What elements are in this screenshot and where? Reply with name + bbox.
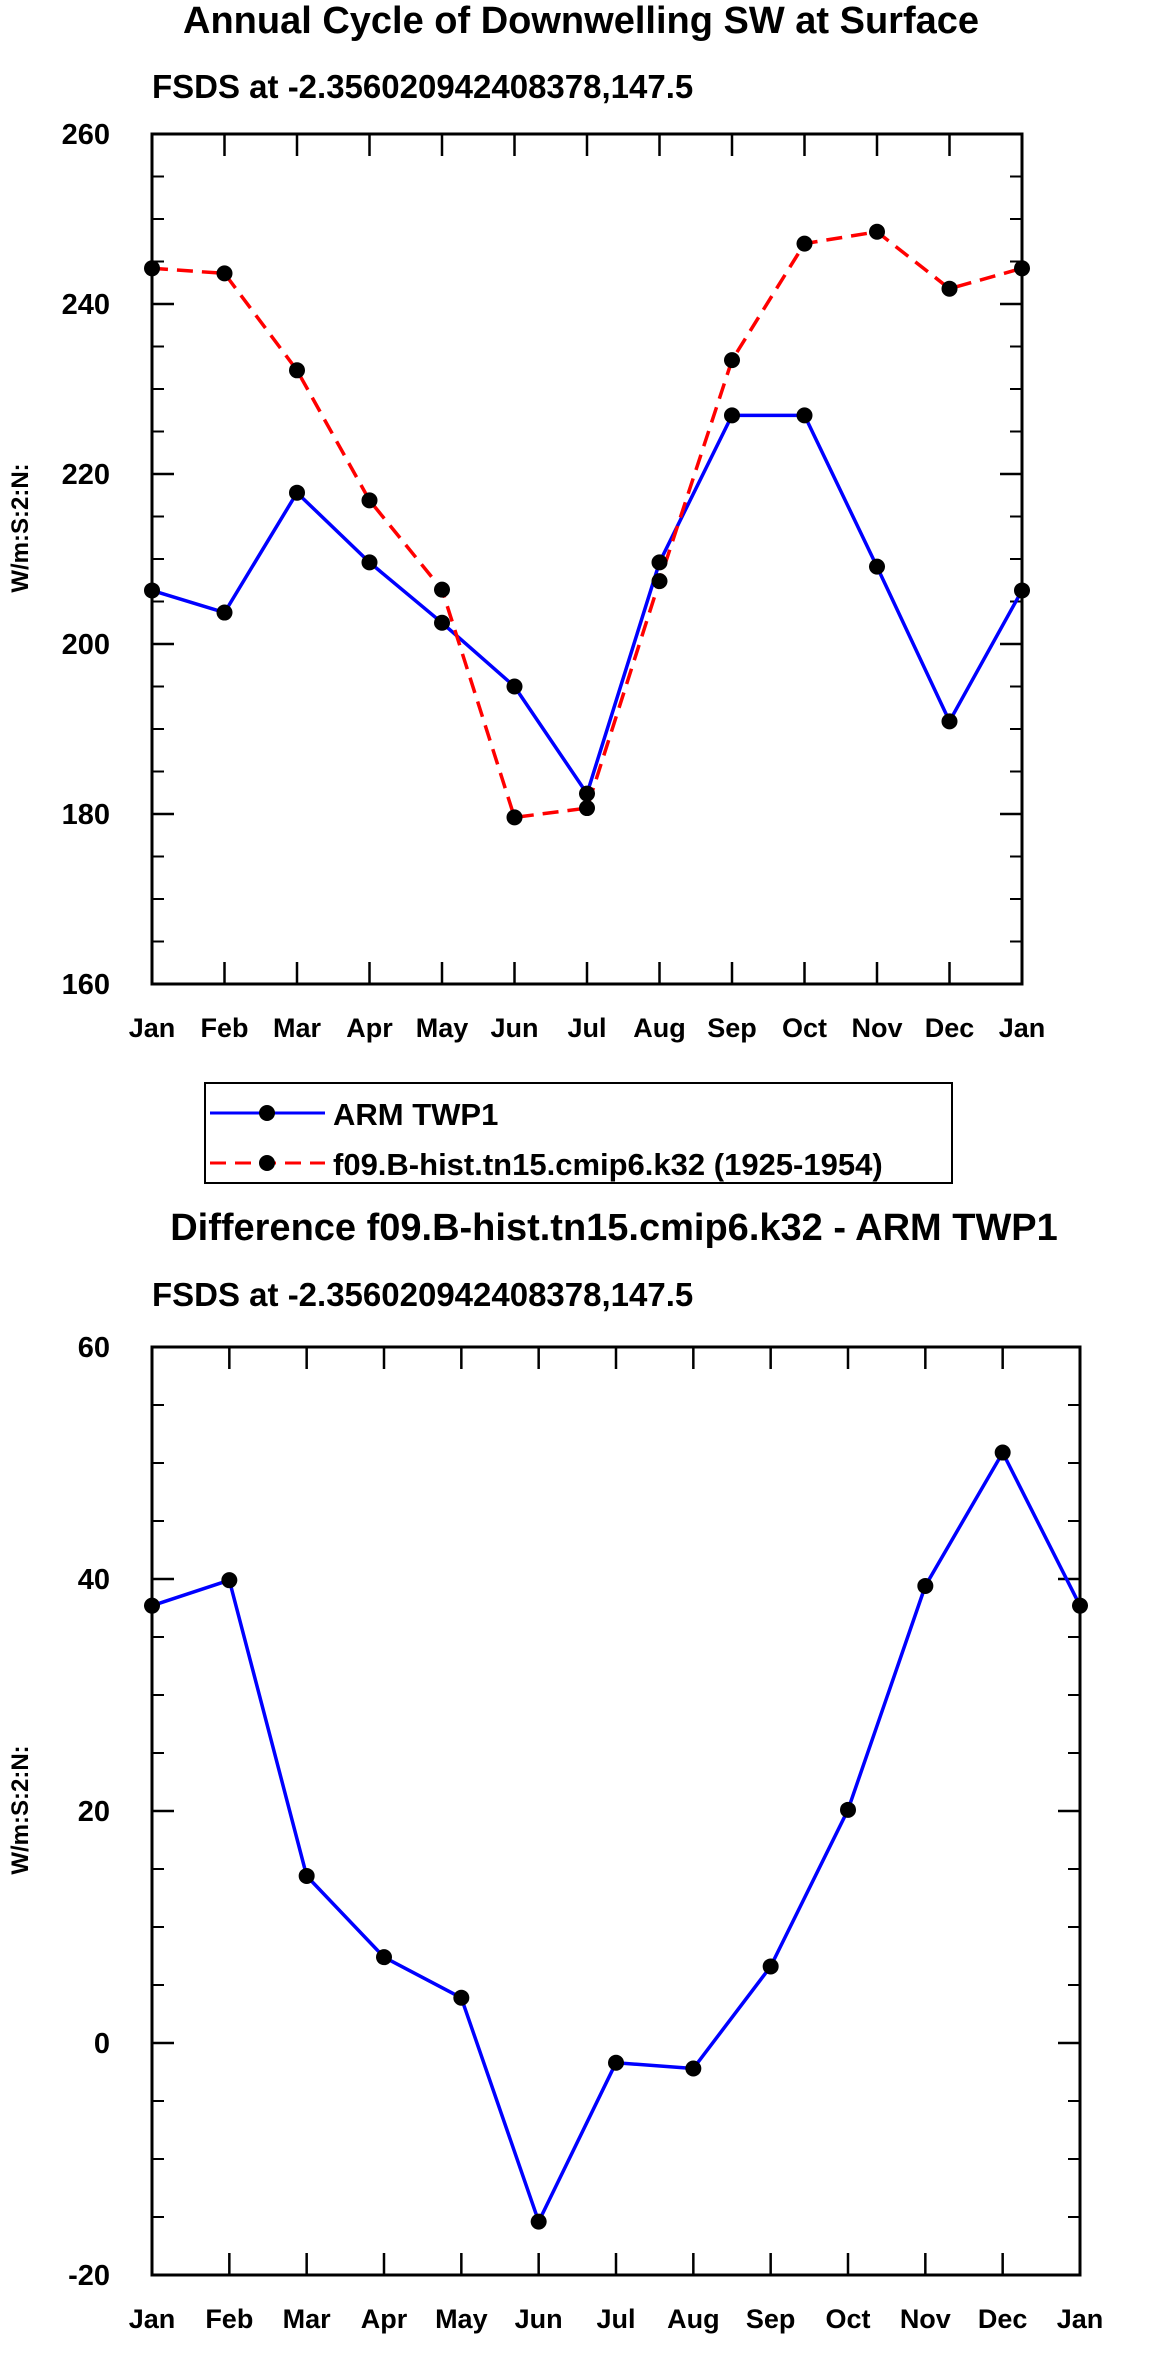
y-tick-label: 40 [78,1564,110,1596]
chart-2-ylabel: W/m:S:2:N: [7,1745,34,1874]
data-point [376,1949,392,1966]
x-tick-label: Aug [667,2304,719,2334]
data-point [917,1577,934,1594]
chart-1-x-tick-labels: Jan Feb Mar Apr May Jun Jul Aug Sep Oct Nov Dec Jan [129,1013,1046,1043]
chart-2-plot-frame [150,1345,1082,2277]
y-tick-label: 180 [62,799,110,831]
data-point [762,1958,779,1975]
y-tick-label: 160 [62,969,110,1001]
x-tick-label: Feb [200,1013,248,1043]
data-point [685,2060,702,2077]
data-point [724,407,740,424]
x-tick-label: Nov [900,2304,951,2334]
y-tick-label: 0 [94,2028,110,2060]
chart-1-ticks [150,132,1024,986]
data-point [289,362,305,379]
legend-box [204,1082,953,1184]
x-tick-label: Sep [707,1013,757,1043]
data-point [506,809,523,826]
y-tick-label: 60 [78,1332,110,1364]
data-point [941,713,958,730]
y-tick-label: 260 [62,119,110,151]
x-tick-label: Jan [129,2304,176,2334]
data-point [298,1867,315,1884]
legend: ARM TWP1 f09.B-hist.tn15.cmip6.k32 (1925… [204,1082,953,1184]
data-point [796,235,813,252]
data-point [869,558,885,575]
x-tick-label: Jul [567,1013,606,1043]
data-point [840,1801,856,1818]
data-point [651,573,668,590]
chart-1-plot-frame [150,132,1024,986]
data-point [216,604,233,621]
x-tick-label: Jan [999,1013,1046,1043]
x-tick-label: Jan [129,1013,176,1043]
chart-2-y-tick-labels: -20 0 20 40 60 [68,1332,110,2292]
legend-label-arm: ARM TWP1 [333,1097,498,1132]
data-point [941,280,958,297]
chart-2-subtitle: FSDS at -2.356020942408378,147.5 [152,1276,693,1313]
data-point [651,554,668,571]
x-tick-label: Apr [346,1013,393,1043]
chart-1-ylabel: W/m:S:2:N: [7,463,34,592]
x-tick-label: Apr [361,2304,408,2334]
data-point [579,800,595,817]
data-point [994,1444,1011,1461]
y-tick-label: 200 [62,629,110,661]
x-tick-label: May [435,2304,488,2334]
chart-1-title: Annual Cycle of Downwelling SW at Surfac… [183,0,979,42]
data-point [361,554,378,571]
data-point [434,614,450,631]
chart-2-x-tick-labels: Jan Feb Mar Apr May Jun Jul Aug Sep Oct Nov Dec Jan [129,2304,1104,2334]
x-tick-label: Oct [782,1013,827,1043]
data-point [869,223,885,240]
chart-difference: Difference f09.B-hist.tn15.cmip6.k32 - A… [7,1207,1103,2334]
x-tick-label: Oct [825,2304,870,2334]
y-tick-label: 20 [78,1796,110,1828]
series-line-arm-twp1 [151,413,1024,796]
data-point [453,1989,470,2006]
x-tick-label: May [416,1013,469,1043]
x-tick-label: Sep [746,2304,796,2334]
y-tick-label: 220 [62,459,110,491]
x-tick-label: Aug [633,1013,685,1043]
x-tick-label: Nov [851,1013,902,1043]
x-tick-label: Jul [596,2304,635,2334]
data-point [216,265,233,282]
chart-1-subtitle: FSDS at -2.356020942408378,147.5 [152,68,693,105]
data-point [506,678,523,695]
chart-1-series [144,223,1030,826]
data-point [361,492,378,509]
x-tick-label: Dec [925,1013,975,1043]
chart-1-y-tick-labels: 160 180 200 220 240 260 [62,119,110,1001]
data-point [608,2054,624,2071]
x-tick-label: Dec [978,2304,1028,2334]
y-tick-label: 240 [62,289,110,321]
series-line-f09-b-hist-tn15-cmip6-k32-1925-1954- [151,230,1023,820]
x-tick-label: Jun [515,2304,563,2334]
legend-marker-arm [259,1105,275,1121]
chart-annual-cycle: Annual Cycle of Downwelling SW at Surfac… [7,0,1045,1043]
x-tick-label: Jan [1057,2304,1104,2334]
x-tick-label: Feb [205,2304,253,2334]
data-point [724,352,740,369]
data-point [289,484,305,501]
x-tick-label: Mar [273,1013,322,1043]
data-point [221,1572,238,1589]
x-tick-label: Mar [283,2304,332,2334]
series-line-difference [151,1450,1082,2224]
data-point [434,581,450,598]
y-tick-label: -20 [68,2260,110,2292]
x-tick-label: Jun [490,1013,538,1043]
data-point [579,785,595,802]
legend-marker-model [259,1155,275,1171]
data-point [530,2213,547,2230]
chart-2-title: Difference f09.B-hist.tn15.cmip6.k32 - A… [170,1207,1058,1249]
legend-label-model: f09.B-hist.tn15.cmip6.k32 (1925-1954) [333,1147,883,1182]
data-point [796,407,813,424]
chart-2-series [144,1444,1088,2230]
